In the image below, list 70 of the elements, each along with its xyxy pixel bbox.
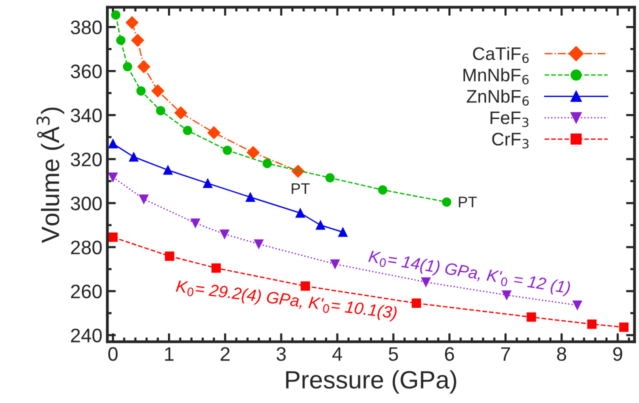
point xyxy=(378,185,388,195)
point xyxy=(126,16,138,30)
y-tick-label: 240 xyxy=(71,328,102,342)
point xyxy=(108,232,118,242)
x-tick-label: 2 xyxy=(220,347,230,361)
point xyxy=(207,126,220,140)
point xyxy=(108,172,118,182)
x-tick-label: 4 xyxy=(332,347,342,361)
point xyxy=(136,86,146,96)
point xyxy=(421,277,431,287)
annotation: PT xyxy=(292,183,310,194)
point xyxy=(412,298,422,308)
legend-label: CrF$_{3}$ xyxy=(492,132,529,148)
x-tick-label: 0 xyxy=(108,347,118,361)
x-axis-title: Pressure (GPa) xyxy=(286,370,456,394)
y-tick-label: 300 xyxy=(70,196,102,210)
point xyxy=(296,208,305,218)
point xyxy=(254,239,264,249)
point xyxy=(137,60,150,74)
x-tick-label: 8 xyxy=(557,347,566,361)
y-axis-title: Volume (Å$^{3}$) xyxy=(36,108,64,244)
point xyxy=(129,152,138,162)
point xyxy=(262,158,272,168)
point xyxy=(246,146,260,159)
point xyxy=(300,281,310,291)
point xyxy=(164,251,174,261)
y-tick-label: 340 xyxy=(70,108,102,122)
x-tick-label: 6 xyxy=(445,347,454,361)
legend-label: MnNbF$_{6}$ xyxy=(464,68,529,84)
point xyxy=(174,106,188,120)
point xyxy=(211,263,221,273)
y-tick-label: 320 xyxy=(70,152,102,166)
point xyxy=(156,106,166,116)
y-tick-label: 260 xyxy=(71,284,102,298)
point xyxy=(139,194,148,204)
point xyxy=(330,259,340,269)
x-tick-label: 1 xyxy=(165,347,174,361)
point xyxy=(220,229,230,239)
legend-label: FeF$_{3}$ xyxy=(490,112,528,128)
point xyxy=(325,173,335,182)
point xyxy=(163,165,173,175)
point xyxy=(572,300,582,310)
y-tick-label: 280 xyxy=(71,240,102,254)
legend-label: ZnNbF$_{6}$ xyxy=(466,90,529,106)
point xyxy=(502,290,512,300)
point xyxy=(587,319,597,329)
point xyxy=(190,218,200,228)
legend-label: CaTiF$_{6}$ xyxy=(473,46,529,64)
point xyxy=(316,220,326,230)
point xyxy=(338,227,348,237)
point xyxy=(526,312,536,322)
x-tick-label: 5 xyxy=(388,347,398,361)
x-tick-label: 3 xyxy=(276,347,286,361)
x-tick-label: 7 xyxy=(501,347,510,361)
point xyxy=(108,139,118,148)
x-tick-label: 9 xyxy=(613,347,622,361)
point xyxy=(182,126,192,136)
point xyxy=(116,36,126,45)
point xyxy=(222,146,232,155)
point xyxy=(151,84,164,98)
point xyxy=(246,192,256,202)
y-tick-label: 360 xyxy=(70,64,102,78)
point xyxy=(122,62,132,72)
point xyxy=(131,34,144,47)
point xyxy=(203,178,212,188)
point xyxy=(442,197,452,207)
annotation: PT xyxy=(458,196,477,208)
y-tick-label: 380 xyxy=(70,20,102,34)
point xyxy=(619,322,629,332)
point xyxy=(111,10,120,20)
